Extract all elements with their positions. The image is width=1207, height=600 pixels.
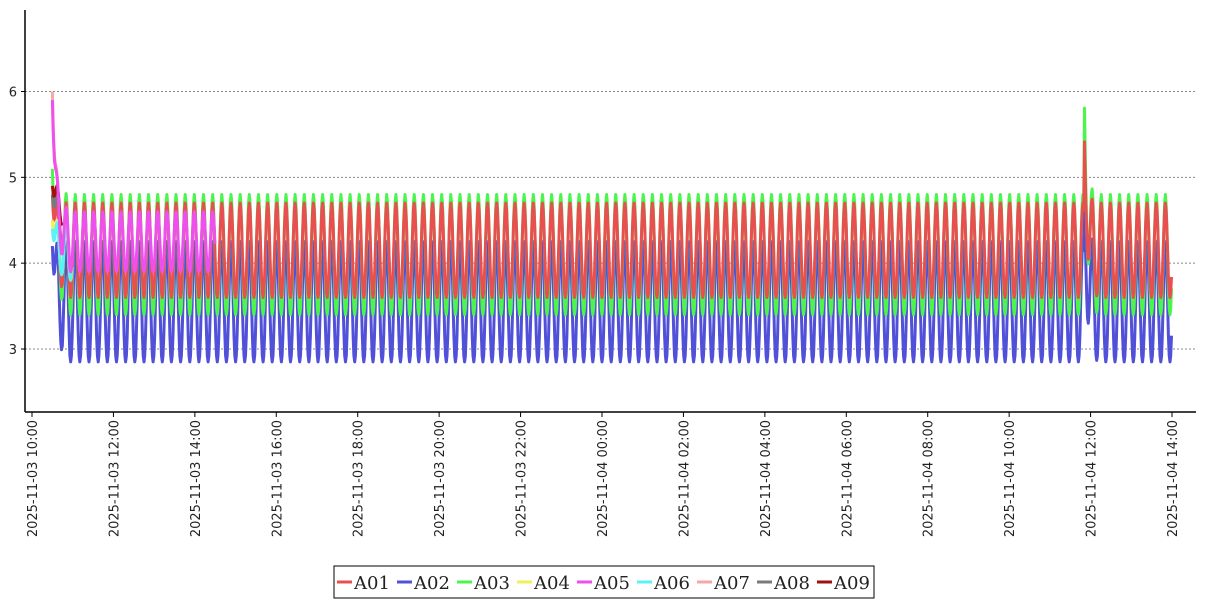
legend-label-a01: A01 (353, 573, 390, 594)
x-tick-label: 2025-11-04 12:00 (1085, 420, 1100, 537)
x-tick-label: 2025-11-04 14:00 (1166, 420, 1181, 537)
x-tick-label: 2025-11-04 06:00 (840, 420, 855, 537)
x-tick-label: 2025-11-04 00:00 (596, 420, 611, 537)
x-tick-label: 2025-11-04 02:00 (677, 420, 692, 537)
legend-box (333, 565, 875, 599)
series-group (50, 91, 1173, 364)
legend: A01 A02 A03 A04 A05 A06 A07 A08 A09 (333, 565, 875, 599)
legend-label-a09: A09 (833, 573, 870, 594)
x-tick-label: 2025-11-03 18:00 (352, 420, 367, 537)
legend-label-a03: A03 (473, 573, 510, 594)
series-line-a05 (50, 100, 217, 274)
x-tick-label: 2025-11-04 10:00 (1003, 420, 1018, 537)
x-ticks: 2025-11-03 10:00 2025-11-03 12:00 2025-11-… (26, 412, 1181, 537)
y-tick-label: 5 (9, 171, 17, 186)
x-tick-label: 2025-11-04 04:00 (759, 420, 774, 537)
x-tick-label: 2025-11-03 14:00 (189, 420, 204, 537)
legend-label-a06: A06 (653, 573, 690, 594)
y-tick-label: 4 (9, 257, 17, 272)
legend-label-a07: A07 (713, 573, 750, 594)
x-tick-label: 2025-11-04 08:00 (922, 420, 937, 537)
x-tick-label: 2025-11-03 10:00 (26, 420, 41, 537)
legend-label-a02: A02 (413, 573, 450, 594)
x-tick-label: 2025-11-03 22:00 (515, 420, 530, 537)
axes (24, 10, 1196, 413)
x-tick-label: 2025-11-03 12:00 (107, 420, 122, 537)
legend-label-a05: A05 (593, 573, 630, 594)
series-line-a01 (50, 140, 1173, 299)
x-tick-label: 2025-11-03 16:00 (270, 420, 285, 537)
y-ticks: 3 4 5 6 (9, 86, 25, 358)
y-tick-label: 6 (9, 86, 17, 101)
legend-label-a04: A04 (533, 573, 570, 594)
x-tick-label: 2025-11-03 20:00 (433, 420, 448, 537)
legend-label-a08: A08 (773, 573, 810, 594)
y-tick-label: 3 (9, 343, 17, 358)
